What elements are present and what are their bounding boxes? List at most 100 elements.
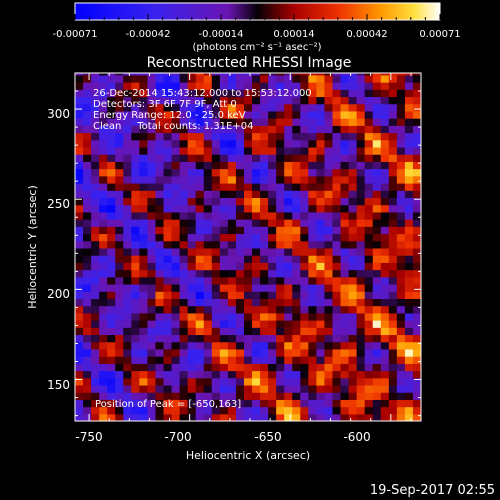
- heatmap-cell: [292, 276, 301, 285]
- heatmap-cell: [388, 139, 398, 148]
- heatmap-cell: [75, 341, 84, 350]
- heatmap-cell: [123, 211, 132, 220]
- heatmap-cell: [171, 182, 181, 191]
- heatmap-cell: [99, 125, 108, 134]
- heatmap-cell: [284, 233, 293, 242]
- heatmap-cell: [243, 262, 253, 271]
- heatmap-cell: [284, 320, 293, 328]
- heatmap-cell: [396, 255, 406, 263]
- heatmap-cell: [372, 276, 382, 285]
- heatmap-cell: [324, 269, 334, 278]
- heatmap-cell: [107, 377, 116, 386]
- heatmap-cell: [372, 283, 382, 292]
- heatmap-cell: [91, 334, 100, 343]
- heatmap-cell: [396, 320, 406, 328]
- heatmap-cell: [356, 82, 366, 90]
- heatmap-cell: [372, 96, 382, 105]
- heatmap-cell: [276, 356, 285, 364]
- heatmap-cell: [276, 182, 285, 191]
- heatmap-cell: [227, 82, 237, 90]
- heatmap-cell: [324, 276, 334, 285]
- heatmap-cell: [163, 341, 173, 350]
- heatmap-cell: [252, 82, 261, 90]
- heatmap-cell: [380, 392, 390, 400]
- heatmap-cell: [243, 73, 253, 76]
- heatmap-cell: [163, 219, 173, 227]
- heatmap-cell: [332, 154, 342, 162]
- heatmap-cell: [131, 377, 140, 386]
- heatmap-cell: [107, 413, 116, 421]
- heatmap-cell: [300, 283, 309, 292]
- heatmap-cell: [340, 298, 350, 307]
- heatmap-cell: [396, 146, 406, 155]
- heatmap-cell: [235, 219, 245, 227]
- heatmap-cell: [83, 341, 92, 350]
- heatmap-cell: [308, 348, 317, 357]
- heatmap-cell: [388, 392, 398, 400]
- heatmap-cell: [75, 406, 84, 415]
- heatmap-cell: [147, 399, 157, 408]
- heatmap-cell: [163, 247, 173, 256]
- heatmap-cell: [276, 262, 285, 271]
- heatmap-cell: [284, 312, 293, 321]
- x-tick-label: -650: [254, 430, 281, 444]
- heatmap-cell: [348, 363, 358, 372]
- heatmap-cell: [260, 276, 269, 285]
- heatmap-cell: [171, 204, 181, 213]
- heatmap-cell: [131, 255, 140, 263]
- heatmap-cell: [268, 139, 277, 148]
- heatmap-cell: [243, 204, 253, 213]
- heatmap-cell: [243, 182, 253, 191]
- heatmap-cell: [348, 312, 358, 321]
- heatmap-cell: [316, 348, 326, 357]
- heatmap-cell: [131, 406, 140, 415]
- heatmap-cell: [332, 327, 342, 336]
- heatmap-cell: [404, 247, 414, 256]
- heatmap-cell: [171, 154, 181, 162]
- heatmap-cell: [195, 348, 205, 357]
- heatmap-cell: [243, 276, 253, 285]
- heatmap-cell: [356, 283, 366, 292]
- heatmap-cell: [91, 168, 100, 177]
- heatmap-cell: [340, 139, 350, 148]
- heatmap-cell: [235, 190, 245, 199]
- heatmap-cell: [107, 291, 116, 299]
- heatmap-cell: [227, 146, 237, 155]
- heatmap-cell: [195, 82, 205, 90]
- heatmap-cell: [412, 197, 421, 206]
- heatmap-cell: [412, 168, 421, 177]
- heatmap-cell: [243, 291, 253, 299]
- heatmap-cell: [123, 125, 132, 134]
- heatmap-cell: [179, 182, 189, 191]
- heatmap-cell: [284, 406, 293, 415]
- heatmap-cell: [203, 320, 213, 328]
- heatmap-cell: [91, 226, 100, 235]
- heatmap-cell: [219, 320, 229, 328]
- heatmap-cell: [227, 406, 237, 415]
- heatmap-cell: [260, 240, 269, 249]
- heatmap-cell: [235, 392, 245, 400]
- heatmap-cell: [243, 125, 253, 134]
- heatmap-cell: [83, 399, 92, 408]
- heatmap-cell: [211, 392, 221, 400]
- heatmap-cell: [300, 154, 309, 162]
- heatmap-cell: [252, 356, 261, 364]
- heatmap-cell: [396, 125, 406, 134]
- heatmap-cell: [308, 399, 317, 408]
- heatmap-cell: [412, 341, 421, 350]
- heatmap-cell: [115, 96, 124, 105]
- heatmap-cell: [171, 305, 181, 314]
- heatmap-cell: [268, 341, 277, 350]
- heatmap-cell: [179, 312, 189, 321]
- heatmap-cell: [324, 154, 334, 162]
- heatmap-cell: [372, 363, 382, 372]
- heatmap-cell: [171, 298, 181, 307]
- heatmap-cell: [107, 168, 116, 177]
- heatmap-cell: [203, 334, 213, 343]
- heatmap-cell: [99, 413, 108, 421]
- heatmap-cell: [396, 269, 406, 278]
- heatmap-cell: [348, 233, 358, 242]
- heatmap-cell: [388, 276, 398, 285]
- heatmap-cell: [380, 103, 390, 112]
- heatmap-cell: [300, 348, 309, 357]
